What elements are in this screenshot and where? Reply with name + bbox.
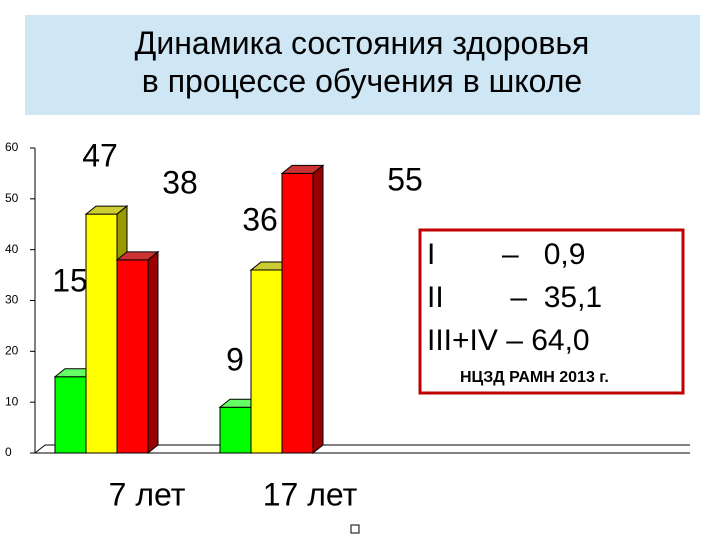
- bar-side: [147, 250, 159, 455]
- source-note: НЦЗД РАМН 2013 г.: [460, 369, 609, 386]
- data-label: 36: [242, 201, 278, 237]
- title-box: [25, 15, 700, 115]
- data-label: 38: [162, 164, 198, 200]
- bar: [250, 269, 283, 454]
- bar-side: [312, 164, 324, 455]
- x-tick-label: 17 лет: [263, 476, 358, 512]
- note: III+IV – 64,0: [427, 324, 590, 357]
- note: I – 0,9: [427, 238, 585, 271]
- x-tick-label: 7 лет: [109, 476, 186, 512]
- y-tick-label: 0: [5, 445, 12, 459]
- chart-title: Динамика состояния здоровья в процессе об…: [135, 25, 590, 99]
- bar: [281, 172, 314, 454]
- bar: [116, 259, 149, 454]
- y-tick-label: 40: [5, 242, 19, 256]
- data-label: 55: [387, 161, 423, 197]
- note: II – 35,1: [427, 281, 602, 314]
- bar: [54, 376, 87, 454]
- y-tick-label: 20: [5, 344, 19, 358]
- note-box: [418, 228, 685, 395]
- data-label: 47: [82, 137, 118, 173]
- bar: [85, 213, 118, 454]
- y-tick-label: 60: [5, 140, 19, 154]
- data-label: 15: [52, 262, 88, 298]
- y-tick-label: 30: [5, 293, 19, 307]
- bullet: [350, 524, 360, 534]
- axis: [34, 444, 46, 454]
- data-label: 9: [226, 341, 244, 377]
- bar: [219, 406, 252, 454]
- y-tick-label: 50: [5, 191, 19, 205]
- y-tick-label: 10: [5, 394, 19, 408]
